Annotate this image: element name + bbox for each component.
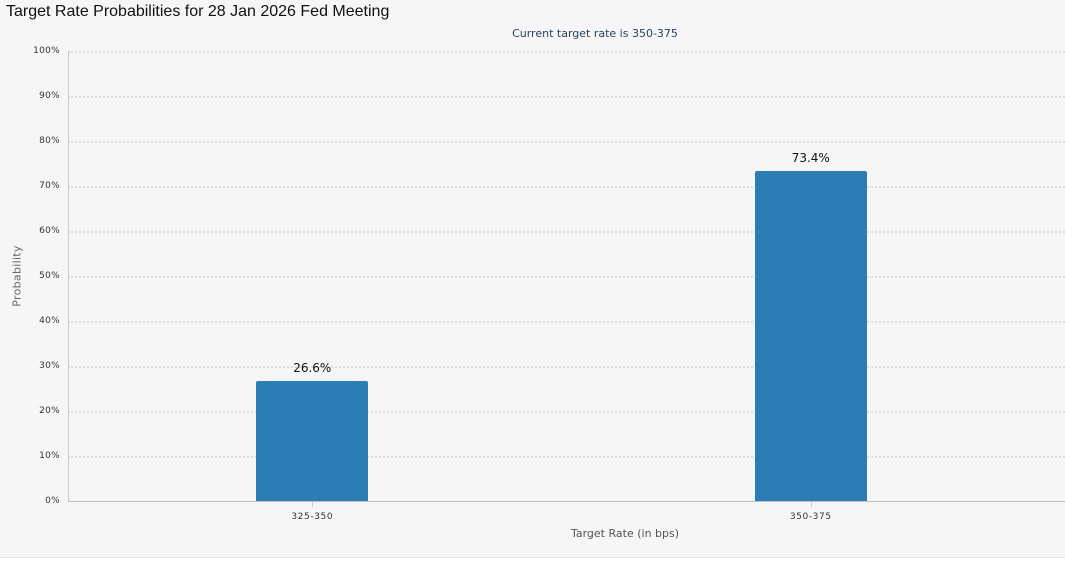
y-tick-label: 50% [39, 271, 60, 281]
y-axis-label: Probability [10, 245, 24, 307]
gridline [68, 276, 1065, 278]
bar-value-label: 26.6% [293, 361, 332, 376]
y-axis-line [68, 51, 69, 502]
bar-value-label: 73.4% [791, 150, 830, 165]
gridline [68, 141, 1065, 143]
gridline [68, 231, 1065, 233]
x-tick-mark [810, 502, 812, 507]
x-axis-line [68, 501, 1065, 502]
bar-325-350[interactable] [256, 381, 369, 501]
y-tick-label: 0% [45, 496, 60, 506]
gridline [68, 456, 1065, 458]
gridline [68, 186, 1065, 188]
bar-350-375[interactable] [754, 170, 867, 501]
y-tick-label: 70% [39, 181, 60, 191]
chart-subtitle: Current target rate is 350-375 [512, 27, 678, 40]
gridline [68, 366, 1065, 368]
gridline [68, 411, 1065, 413]
x-tick-mark [312, 502, 314, 507]
x-tick-label: 325-350 [291, 512, 334, 522]
y-tick-label: 40% [39, 316, 60, 326]
y-tick-label: 60% [39, 226, 60, 236]
x-tick-label: 350-375 [789, 512, 832, 522]
y-tick-label: 20% [39, 406, 60, 416]
plot-area: 26.6% 73.4% [68, 51, 1065, 501]
y-tick-label: 90% [39, 91, 60, 101]
y-tick-label: 10% [39, 451, 60, 461]
page-title: Target Rate Probabilities for 28 Jan 202… [6, 3, 390, 20]
footer-band [0, 557, 1065, 567]
gridline [68, 96, 1065, 98]
y-tick-label: 100% [33, 46, 60, 56]
gridline [68, 51, 1065, 53]
x-axis-label: Target Rate (in bps) [570, 527, 680, 540]
y-tick-label: 30% [39, 361, 60, 371]
y-tick-label: 80% [39, 136, 60, 146]
gridline [68, 321, 1065, 323]
